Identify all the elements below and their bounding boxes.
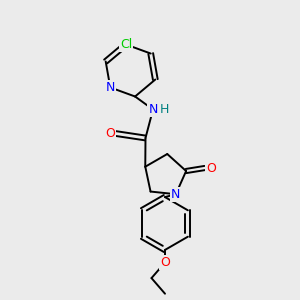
Text: O: O	[160, 256, 170, 269]
Text: N: N	[171, 188, 181, 201]
Text: O: O	[105, 127, 115, 140]
Text: N: N	[106, 81, 115, 94]
Text: O: O	[206, 161, 216, 175]
Text: H: H	[160, 103, 169, 116]
Text: N: N	[148, 103, 158, 116]
Text: Cl: Cl	[120, 38, 132, 51]
